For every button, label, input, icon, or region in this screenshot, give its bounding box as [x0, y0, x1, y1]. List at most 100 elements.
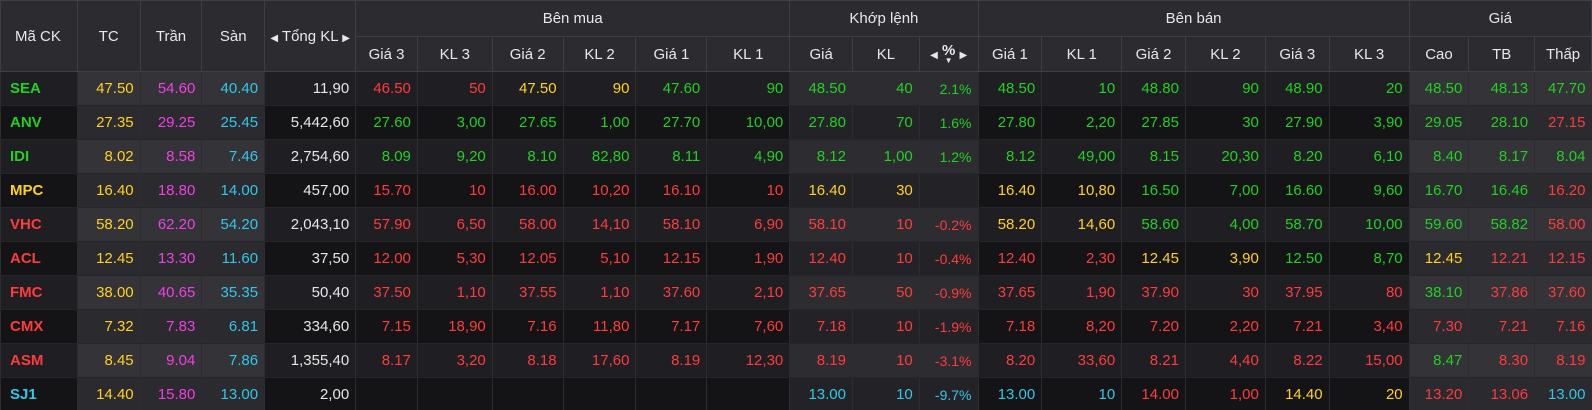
- cell-symbol[interactable]: CMX: [0, 309, 78, 344]
- cell-floor: 11.60: [201, 241, 265, 276]
- cell-ask1-price: 48.50: [977, 71, 1042, 106]
- cell-bid3-vol: 50: [416, 71, 493, 106]
- table-row[interactable]: FMC 38.00 40.65 35.35 50,40 37.50 1,10 37.55 1,1…: [0, 275, 1592, 310]
- cell-ask3-vol: 20: [1328, 71, 1410, 106]
- cell-ask2-price: 16.50: [1121, 173, 1186, 208]
- cell-average: 48.13: [1468, 71, 1535, 106]
- cell-match-vol: 50: [852, 275, 920, 310]
- cell-match-price: 48.50: [789, 71, 853, 106]
- cell-bid1-vol: 6,90: [706, 207, 790, 242]
- cell-bid3-price: 57.90: [355, 207, 418, 242]
- cell-bid1-price: 8.19: [635, 343, 707, 378]
- header-price-group: Giá: [1408, 0, 1592, 37]
- cell-ask3-price: 37.95: [1264, 275, 1330, 310]
- caret-right-icon[interactable]: ▶: [342, 32, 350, 44]
- cell-ask2-price: 37.90: [1121, 275, 1186, 310]
- cell-high: 13.20: [1408, 377, 1469, 410]
- cell-bid3-price: 37.50: [355, 275, 418, 310]
- cell-bid3-vol: 18,90: [416, 309, 493, 344]
- cell-ceiling: 29.25: [139, 105, 202, 140]
- header-ref[interactable]: TC: [76, 0, 141, 72]
- cell-ceiling: 8.58: [139, 139, 202, 174]
- cell-total-volume: 1,355,40: [264, 343, 356, 378]
- header-total-volume[interactable]: ◀ Tổng KL ▶: [264, 0, 357, 72]
- header-high[interactable]: Cao: [1408, 36, 1470, 72]
- cell-symbol[interactable]: ANV: [0, 105, 78, 140]
- header-ask2-vol[interactable]: KL 2: [1184, 36, 1266, 72]
- cell-bid3-vol: 3,20: [416, 343, 493, 378]
- header-ask1-vol[interactable]: KL 1: [1041, 36, 1123, 72]
- cell-symbol[interactable]: ASM: [0, 343, 78, 378]
- header-ask3-vol[interactable]: KL 3: [1328, 36, 1410, 72]
- header-low[interactable]: Thấp: [1534, 36, 1592, 72]
- cell-bid1-vol: 90: [706, 71, 790, 106]
- header-bid2-price[interactable]: Giá 2: [491, 36, 564, 72]
- cell-ask3-vol: 3,90: [1328, 105, 1410, 140]
- table-row[interactable]: ANV 27.35 29.25 25.45 5,442,60 27.60 3,00 27.65…: [0, 105, 1592, 140]
- cell-ceiling: 18.80: [139, 173, 202, 208]
- cell-match-pct: [918, 173, 978, 208]
- header-match-pct[interactable]: ◀ % ▼ ▶: [918, 36, 979, 72]
- cell-ref: 8.02: [76, 139, 141, 174]
- header-bid3-price[interactable]: Giá 3: [355, 36, 418, 72]
- table-row[interactable]: ASM 8.45 9.04 7.86 1,355,40 8.17 3,20 8.18 17,60…: [0, 343, 1592, 378]
- table-row[interactable]: VHC 58.20 62.20 54.20 2,043,10 57.90 6,50 58.00…: [0, 207, 1592, 242]
- cell-match-vol: 10: [852, 343, 920, 378]
- caret-left-icon[interactable]: ◀: [270, 32, 279, 44]
- cell-bid3-price: 8.17: [355, 343, 418, 378]
- header-match-group: Khớp lệnh: [789, 0, 979, 37]
- header-ask2-price[interactable]: Giá 2: [1121, 36, 1186, 72]
- header-average[interactable]: TB: [1468, 36, 1536, 72]
- cell-ask3-price: 48.90: [1264, 71, 1330, 106]
- header-symbol[interactable]: Mã CK: [0, 0, 78, 72]
- table-row[interactable]: IDI 8.02 8.58 7.46 2,754,60 8.09 9,20 8.10 82,80…: [0, 139, 1592, 174]
- cell-bid1-vol: [706, 377, 790, 410]
- cell-symbol[interactable]: ACL: [0, 241, 78, 276]
- header-match-vol[interactable]: KL: [852, 36, 920, 72]
- table-row[interactable]: ACL 12.45 13.30 11.60 37,50 12.00 5,30 12.05 5,1…: [0, 241, 1592, 276]
- header-bid1-price[interactable]: Giá 1: [635, 36, 708, 72]
- header-match-price[interactable]: Giá: [789, 36, 853, 72]
- cell-match-pct: 2.1%: [918, 71, 978, 106]
- header-bid3-vol[interactable]: KL 3: [416, 36, 493, 72]
- table-row[interactable]: MPC 16.40 18.80 14.00 457,00 15.70 10 16.00 10,2…: [0, 173, 1592, 208]
- cell-ask3-price: 58.70: [1264, 207, 1330, 242]
- header-floor[interactable]: Sàn: [201, 0, 266, 72]
- header-bid2-vol[interactable]: KL 2: [562, 36, 637, 72]
- cell-low: 8.04: [1534, 139, 1592, 174]
- header-ask1-price[interactable]: Giá 1: [977, 36, 1043, 72]
- header-bid1-vol[interactable]: KL 1: [706, 36, 791, 72]
- table-row[interactable]: CMX 7.32 7.83 6.81 334,60 7.15 18,90 7.16 11,80 7…: [0, 309, 1592, 344]
- cell-floor: 25.45: [201, 105, 265, 140]
- header-ask3-price[interactable]: Giá 3: [1264, 36, 1330, 72]
- caret-left-icon[interactable]: ◀: [930, 49, 938, 61]
- sort-down-icon[interactable]: ▼: [944, 56, 953, 65]
- cell-symbol[interactable]: IDI: [0, 139, 78, 174]
- cell-symbol[interactable]: MPC: [0, 173, 78, 208]
- cell-symbol[interactable]: VHC: [0, 207, 78, 242]
- caret-right-icon[interactable]: ▶: [959, 49, 968, 61]
- cell-bid1-vol: 4,90: [706, 139, 790, 174]
- table-header: Mã CK TC Trần Sàn ◀ Tổng KL ▶ Bên mua Kh…: [0, 0, 1592, 72]
- cell-ask3-vol: 10,00: [1328, 207, 1410, 242]
- cell-average: 16.46: [1468, 173, 1535, 208]
- header-ceiling[interactable]: Trần: [139, 0, 203, 72]
- cell-ask1-vol: 2,30: [1041, 241, 1122, 276]
- cell-bid2-vol: 11,80: [562, 309, 636, 344]
- cell-symbol[interactable]: FMC: [0, 275, 78, 310]
- table-row[interactable]: SEA 47.50 54.60 40.40 11,90 46.50 50 47.50 90 47.…: [0, 71, 1592, 106]
- cell-floor: 54.20: [201, 207, 265, 242]
- cell-ask2-price: 14.00: [1121, 377, 1186, 410]
- cell-bid3-vol: 5,30: [416, 241, 493, 276]
- table-row[interactable]: SJ1 14.40 15.80 13.00 2,00 13.00 10 -9.7% 13.00 1…: [0, 377, 1592, 410]
- cell-symbol[interactable]: SEA: [0, 71, 78, 106]
- cell-bid2-vol: 10,20: [562, 173, 636, 208]
- cell-bid2-price: 12.05: [491, 241, 564, 276]
- cell-bid2-vol: 5,10: [562, 241, 636, 276]
- cell-average: 13.06: [1468, 377, 1535, 410]
- cell-ask1-vol: 10: [1041, 377, 1122, 410]
- cell-bid2-price: 8.10: [491, 139, 564, 174]
- cell-ask1-price: 7.18: [977, 309, 1042, 344]
- cell-bid1-price: 7.17: [635, 309, 707, 344]
- cell-symbol[interactable]: SJ1: [0, 377, 78, 410]
